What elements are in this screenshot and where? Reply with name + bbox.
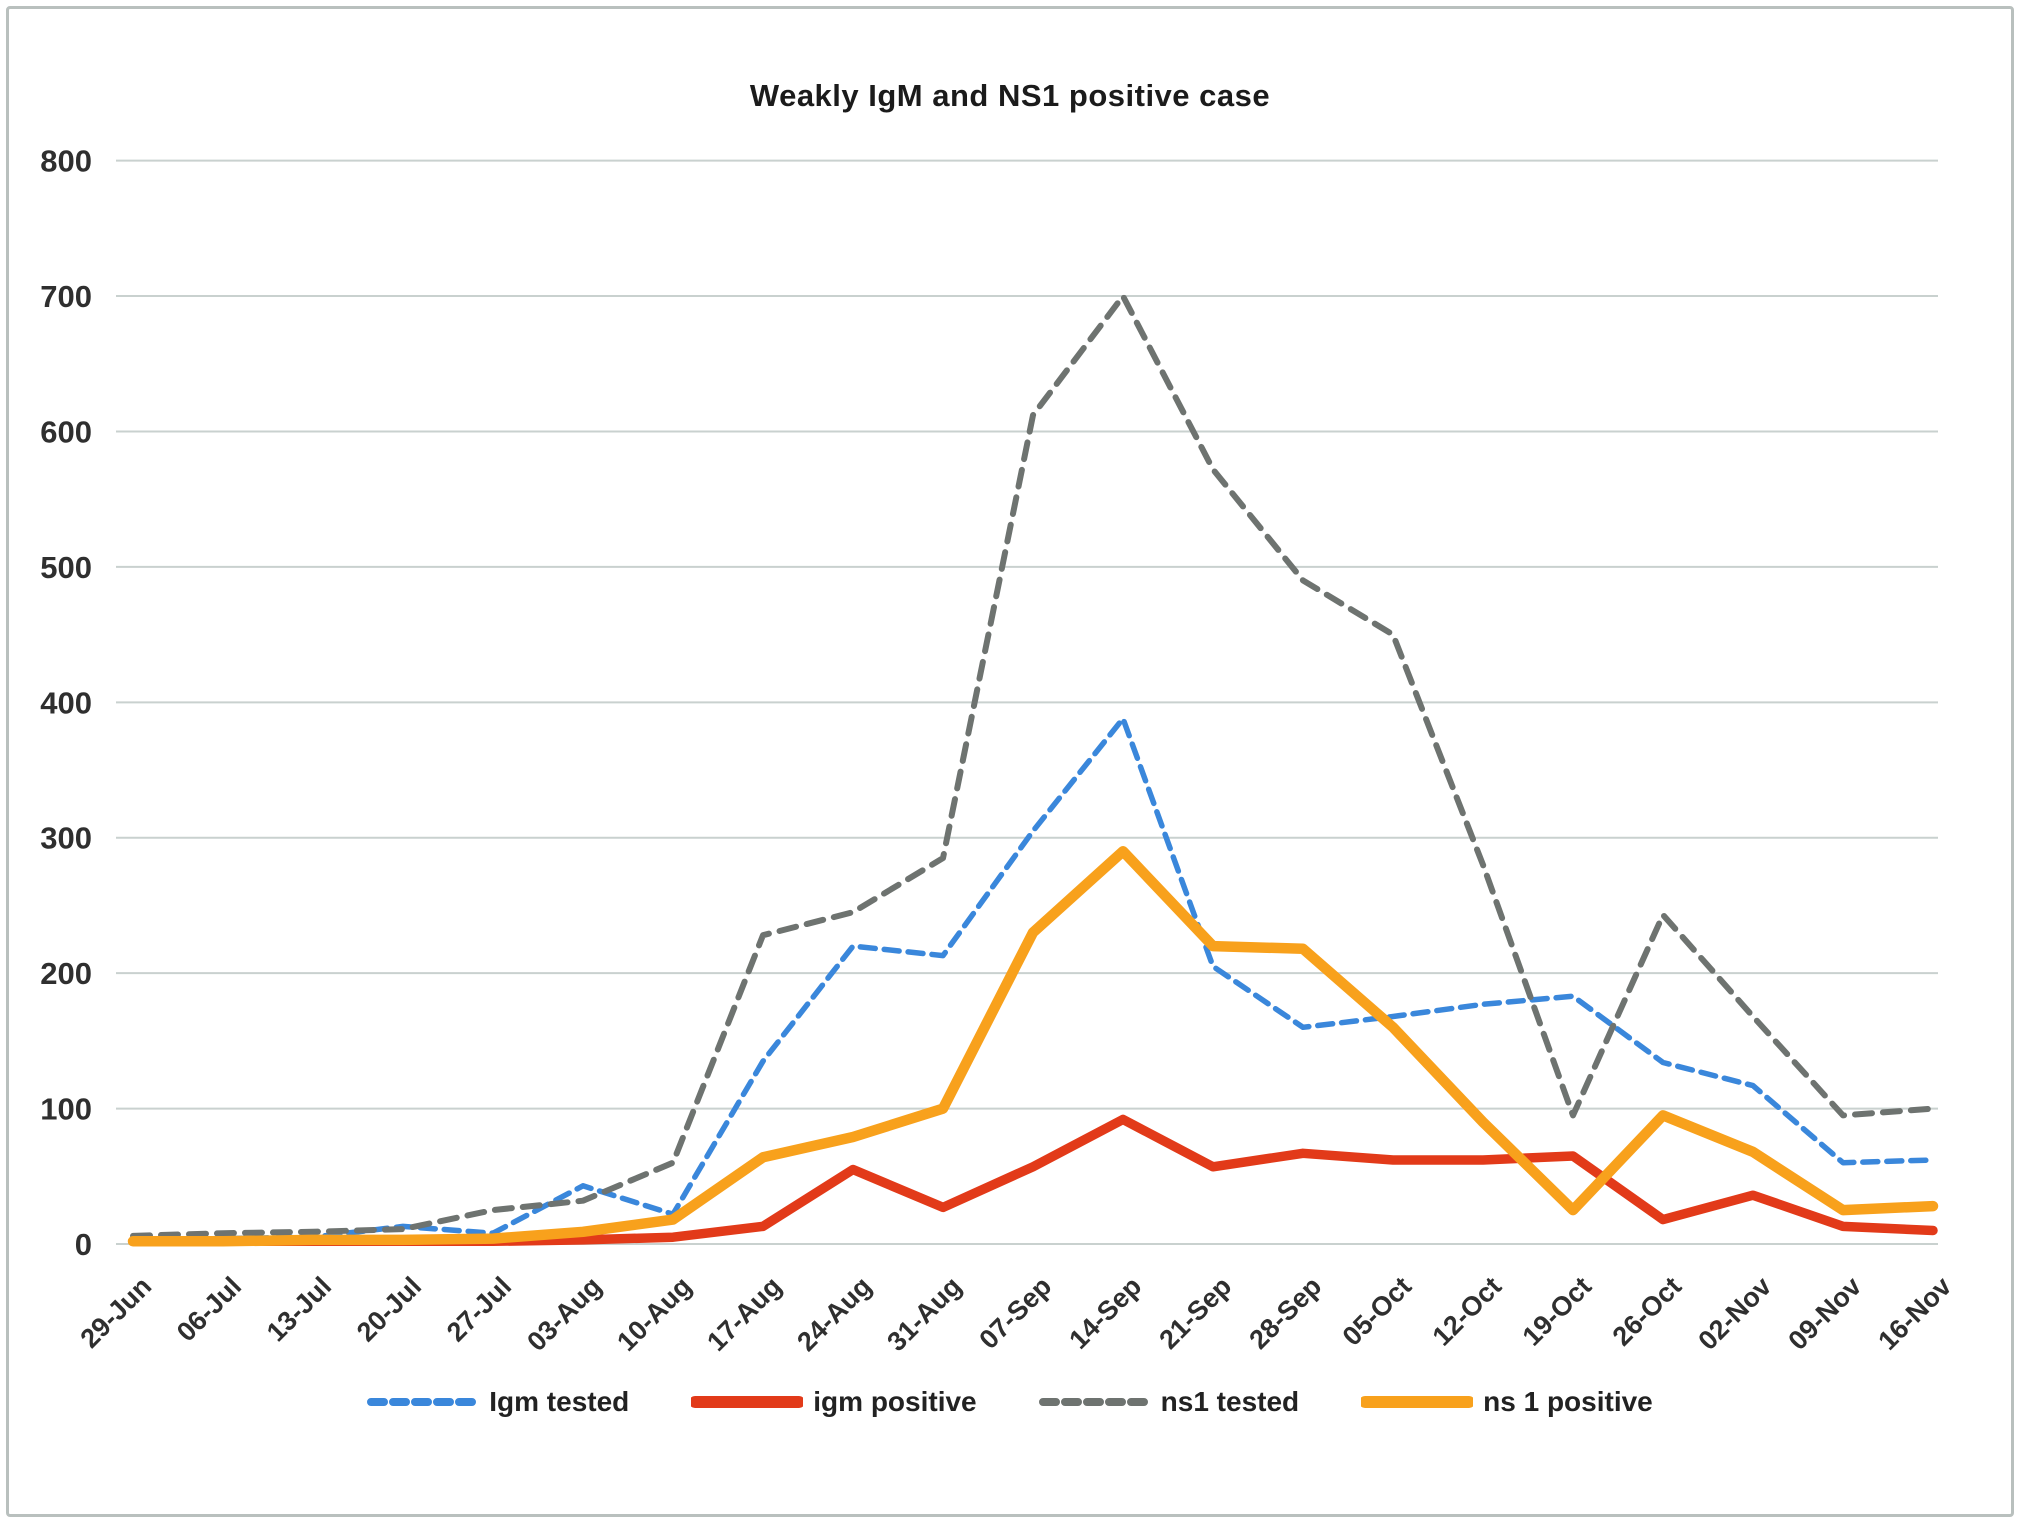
y-axis-tick-label: 100 — [40, 1092, 92, 1127]
x-axis-labels: 29-Jun 06-Jul 13-Jul 20-Jul 27-Jul 03-Aug 10-A… — [74, 1271, 1957, 1357]
y-axis-tick-label: 300 — [40, 821, 92, 856]
legend-label: ns 1 positive — [1483, 1386, 1653, 1417]
x-axis-tick-label: 05-Oct — [1337, 1271, 1418, 1352]
series-line-igm-tested — [130, 715, 1936, 1243]
x-axis-tick-label: 13-Jul — [261, 1271, 337, 1347]
x-axis-tick-label: 20-Jul — [351, 1271, 427, 1347]
legend-swatch-ns-1-positive — [1361, 1396, 1474, 1408]
x-axis-tick-label: 24-Aug — [791, 1271, 877, 1357]
x-axis-tick-label: 09-Nov — [1782, 1271, 1867, 1356]
legend-label: Igm tested — [489, 1386, 630, 1417]
y-axis-tick-label: 800 — [40, 144, 92, 179]
data-series — [127, 293, 1939, 1247]
y-axis-tick-label: 700 — [40, 279, 92, 314]
legend-swatch-ns1-tested — [1038, 1398, 1151, 1406]
y-axis-tick-label: 400 — [40, 685, 92, 720]
x-axis-tick-label: 19-Oct — [1517, 1271, 1598, 1352]
series-line-ns1-tested — [130, 293, 1936, 1239]
y-axis-tick-label: 0 — [75, 1227, 92, 1262]
x-axis-tick-label: 17-Aug — [701, 1271, 787, 1357]
x-axis-tick-label: 07-Sep — [973, 1271, 1057, 1355]
y-axis-tick-label: 200 — [40, 956, 92, 991]
series-line-ns-1-positive — [127, 846, 1939, 1247]
y-axis-labels: 0 100 200 300 400 500 600 700 800 — [40, 144, 92, 1262]
series-line-igm-positive — [128, 1114, 1938, 1247]
legend: Igm tested igm positive ns1 tested ns 1 pos… — [0, 1386, 2020, 1418]
gridlines — [116, 159, 1938, 1245]
legend-item-igm-tested: Igm tested — [367, 1386, 629, 1418]
legend-item-ns1-tested: ns1 tested — [1038, 1386, 1300, 1418]
legend-item-ns-1-positive: ns 1 positive — [1361, 1386, 1653, 1418]
x-axis-tick-label: 06-Jul — [171, 1271, 247, 1347]
legend-label: igm positive — [813, 1386, 977, 1417]
legend-item-igm-positive: igm positive — [691, 1386, 977, 1418]
y-axis-tick-label: 600 — [40, 414, 92, 449]
x-axis-tick-label: 26-Oct — [1607, 1271, 1688, 1352]
x-axis-tick-label: 31-Aug — [881, 1271, 967, 1357]
x-axis-tick-label: 12-Oct — [1427, 1271, 1508, 1352]
x-axis-tick-label: 28-Sep — [1243, 1271, 1327, 1355]
legend-label: ns1 tested — [1160, 1386, 1300, 1417]
x-axis-tick-label: 27-Jul — [441, 1271, 517, 1347]
legend-swatch-igm-positive — [691, 1396, 804, 1408]
chart-title: Weakly IgM and NS1 positive case — [749, 78, 1271, 113]
legend-swatch-igm-tested — [367, 1398, 480, 1406]
x-axis-tick-label: 29-Jun — [74, 1271, 157, 1354]
x-axis-tick-label: 14-Sep — [1063, 1271, 1147, 1355]
x-axis-tick-label: 21-Sep — [1153, 1271, 1237, 1355]
x-axis-tick-label: 10-Aug — [611, 1271, 697, 1357]
y-axis-tick-label: 500 — [40, 550, 92, 585]
x-axis-tick-label: 16-Nov — [1872, 1271, 1957, 1356]
x-axis-tick-label: 02-Nov — [1692, 1271, 1777, 1356]
x-axis-tick-label: 03-Aug — [521, 1271, 607, 1357]
